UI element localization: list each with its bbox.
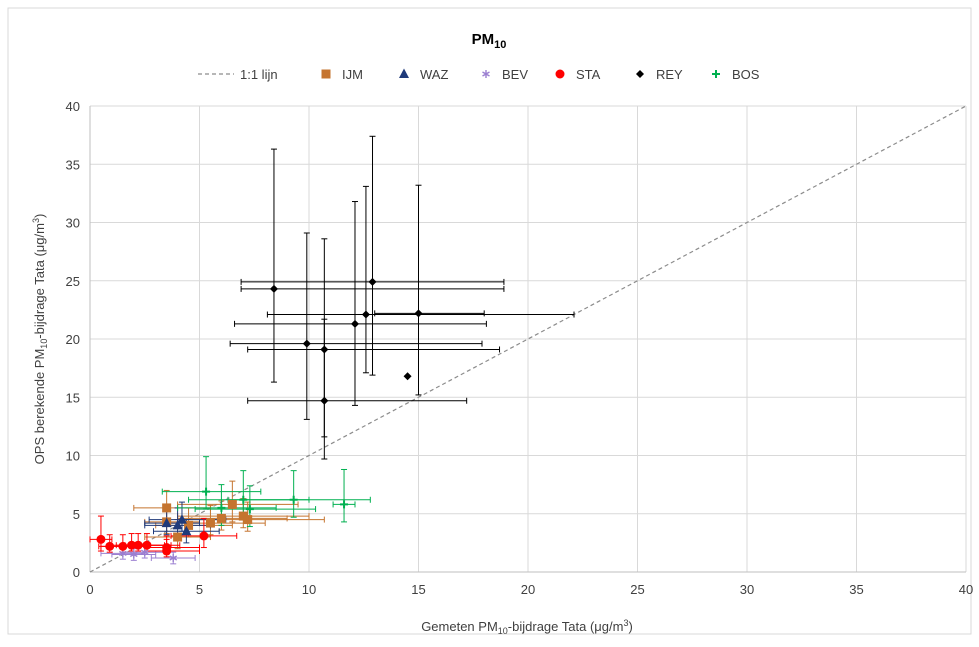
one-to-one-line <box>89 105 967 573</box>
legend-rey-label: REY <box>656 67 683 82</box>
axes: 0 5 10 15 20 25 30 35 40 0 5 10 15 20 25 30 35 40 <box>66 99 974 597</box>
waz-point <box>161 517 172 528</box>
y-tick-label: 40 <box>66 99 80 114</box>
sta-point <box>105 541 115 551</box>
sta-point <box>142 540 152 550</box>
bos-point <box>340 500 349 509</box>
y-tick-label: 35 <box>66 157 80 172</box>
x-tick-label: 5 <box>196 582 203 597</box>
legend: 1:1 lijn IJM WAZ BEV STA REY BOS <box>198 67 760 82</box>
x-tick-label: 0 <box>86 582 93 597</box>
rey-point <box>320 396 329 405</box>
bos-point <box>217 503 226 512</box>
sta-point <box>162 546 172 556</box>
waz-point <box>176 514 187 524</box>
legend-one-to-one-label: 1:1 lijn <box>240 67 278 82</box>
ijm-point <box>243 515 253 525</box>
y-tick-label: 20 <box>66 332 80 347</box>
bos-point <box>245 505 254 514</box>
y-axis-label: OPS berekende PM10-bijdrage Tata (μg/m3) <box>31 214 49 465</box>
reference-line <box>89 105 967 573</box>
ijm-point <box>205 518 215 528</box>
rey-point <box>350 319 359 328</box>
rey-point <box>414 309 423 318</box>
y-tick-label: 0 <box>73 565 80 580</box>
chart-title: PM10 <box>472 31 507 51</box>
data-points <box>96 277 423 563</box>
ijm-point <box>184 520 194 530</box>
legend-ijm-label: IJM <box>342 67 363 82</box>
x-tick-label: 10 <box>302 582 316 597</box>
rey-point <box>368 277 377 286</box>
sta-point <box>118 541 128 551</box>
bos-point <box>202 487 211 496</box>
y-tick-label: 30 <box>66 216 80 231</box>
x-tick-label: 30 <box>740 582 754 597</box>
rey-point <box>302 339 311 348</box>
y-tick-label: 15 <box>66 390 80 405</box>
ijm-point <box>227 499 237 509</box>
x-axis-label: Gemeten PM10-bijdrage Tata (μg/m3) <box>421 618 633 636</box>
rey-point <box>320 345 329 354</box>
rey-point <box>361 310 370 319</box>
bos-point <box>289 495 298 504</box>
x-tick-label: 25 <box>630 582 644 597</box>
legend-waz-marker <box>399 68 409 78</box>
legend-waz-label: WAZ <box>420 67 448 82</box>
legend-bev-label: BEV <box>502 67 528 82</box>
chart-frame <box>7 7 972 635</box>
x-tick-label: 35 <box>849 582 863 597</box>
legend-bos-label: BOS <box>732 67 760 82</box>
sta-point <box>133 540 143 550</box>
legend-bev-marker <box>482 70 490 78</box>
ijm-point <box>162 503 172 513</box>
rey-point <box>269 284 278 293</box>
waz-point <box>172 519 183 530</box>
sta-point <box>96 534 106 544</box>
sta-point <box>199 531 209 541</box>
legend-sta-label: STA <box>576 67 601 82</box>
y-tick-label: 25 <box>66 274 80 289</box>
waz-point <box>181 525 192 536</box>
bev-point <box>129 550 138 559</box>
y-tick-label: 10 <box>66 449 80 464</box>
x-tick-label: 40 <box>959 582 973 597</box>
legend-bos-marker <box>712 70 720 78</box>
ijm-point <box>173 532 183 542</box>
bev-point <box>169 554 178 563</box>
bos-point <box>239 495 248 504</box>
legend-sta-marker <box>555 69 565 79</box>
gridlines <box>89 105 967 573</box>
ijm-point <box>216 513 226 523</box>
y-tick-label: 5 <box>73 507 80 522</box>
x-tick-label: 15 <box>411 582 425 597</box>
bev-point <box>140 548 149 557</box>
legend-rey-marker <box>636 70 644 78</box>
x-tick-label: 20 <box>521 582 535 597</box>
sta-point <box>127 540 137 550</box>
rey-point <box>403 372 412 381</box>
legend-ijm-marker <box>321 69 331 79</box>
